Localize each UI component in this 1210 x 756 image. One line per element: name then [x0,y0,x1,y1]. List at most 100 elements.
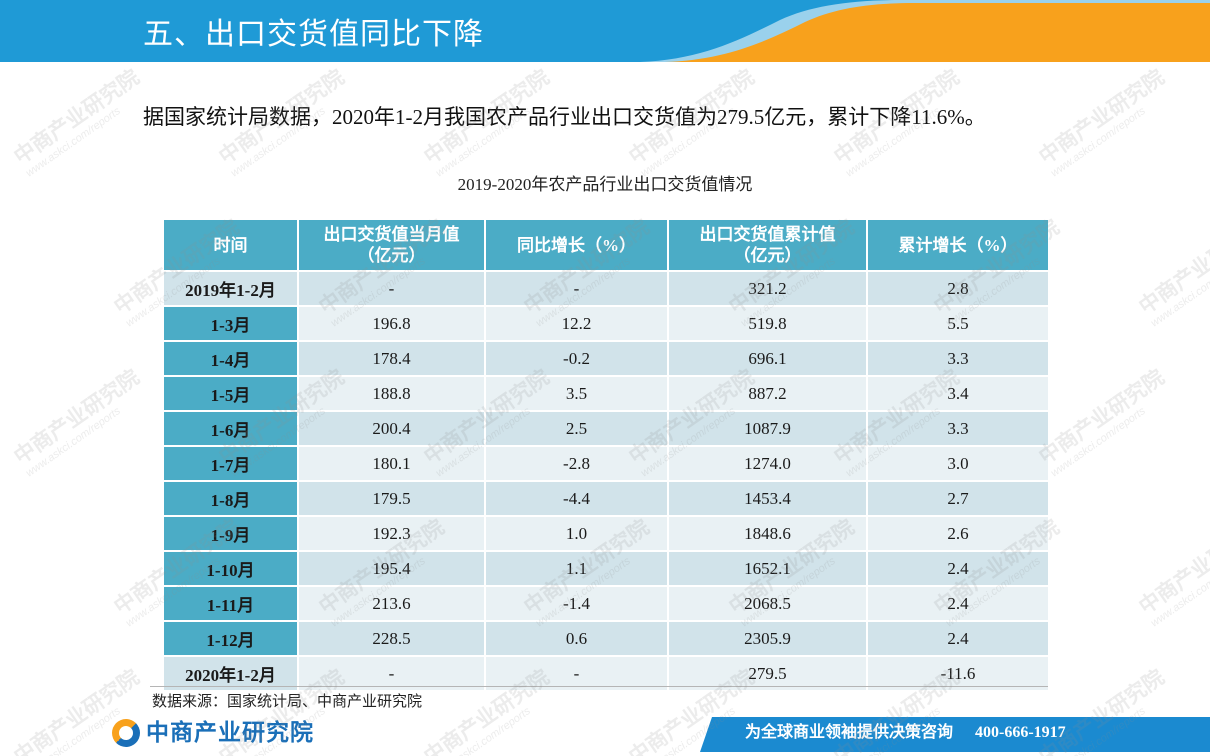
table-row: 2020年1-2月 - -279.5 -11.6 [162,655,1050,692]
table-cell-time: 1-5月 [162,375,299,412]
table-cell-cumulative-growth: 3.4 [866,375,1050,412]
table-cell-monthly-value: 178.4 [297,340,486,377]
table-cell-monthly-yoy: 3.5 [484,375,669,412]
table-cell-time: 1-10月 [162,550,299,587]
table-cell-cumulative-value: 321.2 [667,270,868,307]
table-header: 时间 出口交货值当月值 （亿元） 同比增长（%） 出口交货值累计值 （亿元） 累计增长（… [162,218,1050,272]
table-header-monthly-value: 出口交货值当月值 （亿元） [297,218,486,272]
footer-band [700,717,1210,752]
table-header-cumulative-value: 出口交货值累计值 （亿元） [667,218,868,272]
table-cell-monthly-value: 179.5 [297,480,486,517]
watermark-url: www.askci.com/reports [843,105,943,180]
table-cell-monthly-yoy: -1.4 [484,585,669,622]
watermark-name: 中商产业研究院 [10,365,144,469]
table-cell-cumulative-value: 1274.0 [667,445,868,482]
table-cell-cumulative-growth: 5.5 [866,305,1050,342]
table-cell-monthly-value: - [297,655,486,692]
watermark-url: www.askci.com/reports [1148,555,1210,630]
table-cell-cumulative-value: 696.1 [667,340,868,377]
table-row: 1-3月 196.8 12.2 519.8 5.5 [162,305,1050,342]
header-band [0,0,1210,62]
watermark-name: 中商产业研究院 [1135,515,1210,619]
data-table: 时间 出口交货值当月值 （亿元） 同比增长（%） 出口交货值累计值 （亿元） 累计增长（… [162,218,1050,692]
table-row: 1-8月 179.5 -4.4 1453.4 2.7 [162,480,1050,517]
table-cell-monthly-yoy: 12.2 [484,305,669,342]
table-row: 1-11月 213.6 -1.4 2068.5 2.4 [162,585,1050,622]
table-cell-cumulative-growth: 2.7 [866,480,1050,517]
table-header-monthly-yoy: 同比增长（%） [484,218,669,272]
table-cell-monthly-yoy: 0.6 [484,620,669,657]
watermark-url: www.askci.com/reports [1048,405,1148,480]
table-cell-cumulative-growth: 2.4 [866,550,1050,587]
table-cell-cumulative-growth: -11.6 [866,655,1050,692]
table-cell-monthly-value: 196.8 [297,305,486,342]
table-row: 1-4月 178.4 -0.2 696.1 3.3 [162,340,1050,377]
table-cell-cumulative-growth: 3.3 [866,340,1050,377]
watermark-name: 中商产业研究院 [1135,215,1210,319]
table-cell-monthly-value: 228.5 [297,620,486,657]
logo-text: 中商产业研究院 [146,719,314,745]
watermark-url: www.askci.com/reports [1148,255,1210,330]
watermark-url: www.askci.com/reports [433,105,533,180]
footer-phone: 400-666-1917 [975,724,1066,741]
table-cell-monthly-yoy: 2.5 [484,410,669,447]
table-cell-time: 1-7月 [162,445,299,482]
table-cell-time: 1-11月 [162,585,299,622]
table-title: 2019-2020年农产品行业出口交货值情况 [457,175,753,194]
table-cell-monthly-yoy: - [484,270,669,307]
table-cell-cumulative-value: 279.5 [667,655,868,692]
watermark-url: www.askci.com/reports [228,105,328,180]
table-cell-cumulative-value: 519.8 [667,305,868,342]
table-cell-monthly-value: 188.8 [297,375,486,412]
table-cell-cumulative-growth: 2.4 [866,620,1050,657]
table-row: 1-12月 228.5 0.6 2305.9 2.4 [162,620,1050,657]
table-cell-monthly-value: - [297,270,486,307]
table-row: 1-7月 180.1 -2.8 1274.0 3.0 [162,445,1050,482]
watermark-url: www.askci.com/reports [23,105,123,180]
table-cell-cumulative-growth: 3.0 [866,445,1050,482]
table-cell-cumulative-value: 1652.1 [667,550,868,587]
table-cell-cumulative-value: 2068.5 [667,585,868,622]
table-body: 2019年1-2月 - -321.2 2.8 1-3月 196.8 12.2 519.8 5.5… [162,270,1050,692]
table-cell-monthly-value: 195.4 [297,550,486,587]
table-row: 1-5月 188.8 3.5 887.2 3.4 [162,375,1050,412]
watermark-url: www.askci.com/reports [23,405,123,480]
table-cell-time: 1-9月 [162,515,299,552]
table-cell-monthly-value: 180.1 [297,445,486,482]
table-cell-time: 1-3月 [162,305,299,342]
table-cell-monthly-yoy: -4.4 [484,480,669,517]
slide-title: 五、出口交货值同比下降 [143,18,484,51]
table-cell-cumulative-growth: 2.8 [866,270,1050,307]
table-cell-cumulative-value: 887.2 [667,375,868,412]
table-cell-cumulative-value: 1453.4 [667,480,868,517]
table-cell-monthly-value: 200.4 [297,410,486,447]
table-row: 1-6月 200.4 2.5 1087.9 3.3 [162,410,1050,447]
table-cell-cumulative-growth: 2.6 [866,515,1050,552]
table-header-time: 时间 [162,218,299,272]
table-cell-monthly-yoy: - [484,655,669,692]
table-cell-cumulative-value: 1848.6 [667,515,868,552]
watermark-url: www.askci.com/reports [1048,105,1148,180]
table-cell-monthly-yoy: 1.1 [484,550,669,587]
table-cell-cumulative-value: 1087.9 [667,410,868,447]
table-cell-monthly-yoy: -0.2 [484,340,669,377]
table-row: 2019年1-2月 - -321.2 2.8 [162,270,1050,307]
table-cell-time: 1-8月 [162,480,299,517]
summary-text: 据国家统计局数据，2020年1-2月我国农产品行业出口交货值为279.5亿元，累… [143,105,986,129]
footer-slogan: 为全球商业领袖提供决策咨询 [745,724,954,741]
table-cell-monthly-yoy: -2.8 [484,445,669,482]
source-note: 数据来源：国家统计局、中商产业研究院 [152,693,423,710]
logo-icon [112,719,140,747]
table-cell-monthly-value: 213.6 [297,585,486,622]
table-cell-time: 2020年1-2月 [162,655,299,692]
table-cell-cumulative-growth: 2.4 [866,585,1050,622]
watermark-url: www.askci.com/reports [638,105,738,180]
table-cell-time: 2019年1-2月 [162,270,299,307]
source-divider [150,686,1048,687]
table-cell-cumulative-growth: 3.3 [866,410,1050,447]
